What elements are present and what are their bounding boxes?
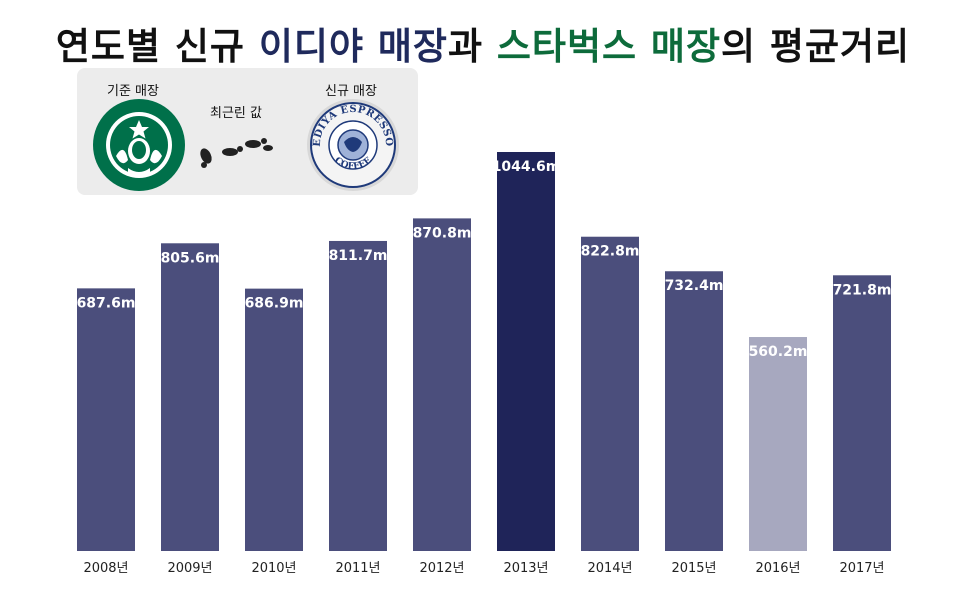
title-part2: 과: [447, 25, 497, 68]
bar-2014년: [581, 236, 639, 551]
bar-2016년: [749, 337, 807, 551]
value-label-2011년: 811.7m: [329, 248, 388, 264]
x-tick-label: 2011년: [335, 561, 380, 576]
x-tick-label: 2012년: [419, 561, 464, 576]
bar-2017년: [833, 275, 891, 551]
bar-2015년: [665, 271, 723, 551]
title-ediya: 이디야 매장: [258, 25, 448, 68]
bar-2012년: [413, 218, 471, 551]
svg-text:COFFEE: COFFEE: [332, 156, 373, 173]
value-label-2016년: 560.2m: [749, 344, 808, 360]
value-label-2010년: 686.9m: [245, 296, 304, 312]
bar-2011년: [329, 240, 387, 551]
value-label-2008년: 687.6m: [77, 295, 136, 311]
starbucks-logo: [93, 99, 185, 191]
legend-box: 기준 매장 최근린 값 신규 매장: [77, 68, 418, 195]
bar-2013년: [497, 152, 555, 551]
title-part3: 의 평균거리: [721, 25, 911, 68]
value-label-2017년: 721.8m: [833, 282, 892, 298]
x-tick-label: 2013년: [503, 561, 548, 576]
value-label-2013년: 1044.6m: [492, 159, 561, 175]
x-tick-label: 2009년: [167, 561, 212, 576]
value-label-2009년: 805.6m: [161, 250, 220, 266]
bar-2009년: [161, 243, 219, 551]
ediya-espresso-logo: EDIYA ESPRESSO COFFEE: [307, 99, 399, 191]
legend-new-label: 신규 매장: [325, 84, 377, 99]
x-tick-label: 2008년: [83, 561, 128, 576]
value-label-2015년: 732.4m: [665, 278, 724, 294]
title-starbucks: 스타벅스 매장: [496, 25, 721, 68]
legend-base-label: 기준 매장: [107, 84, 159, 99]
x-tick-label: 2010년: [251, 561, 296, 576]
footsteps-icon: [200, 138, 273, 168]
ediya-logo-bottom-text: COFFEE: [332, 156, 373, 173]
value-label-2012년: 870.8m: [413, 225, 472, 241]
x-tick-label: 2017년: [839, 561, 884, 576]
value-label-2014년: 822.8m: [581, 244, 640, 260]
title-part1: 연도별 신규: [55, 25, 259, 68]
chart-title: 연도별 신규 이디야 매장과 스타벅스 매장의 평균거리: [0, 16, 966, 70]
x-tick-label: 2016년: [755, 561, 800, 576]
bar-2010년: [245, 288, 303, 551]
x-tick-label: 2015년: [671, 561, 716, 576]
x-tick-label: 2014년: [587, 561, 632, 576]
legend-distance-label: 최근린 값: [210, 106, 262, 121]
bar-2008년: [77, 288, 135, 551]
